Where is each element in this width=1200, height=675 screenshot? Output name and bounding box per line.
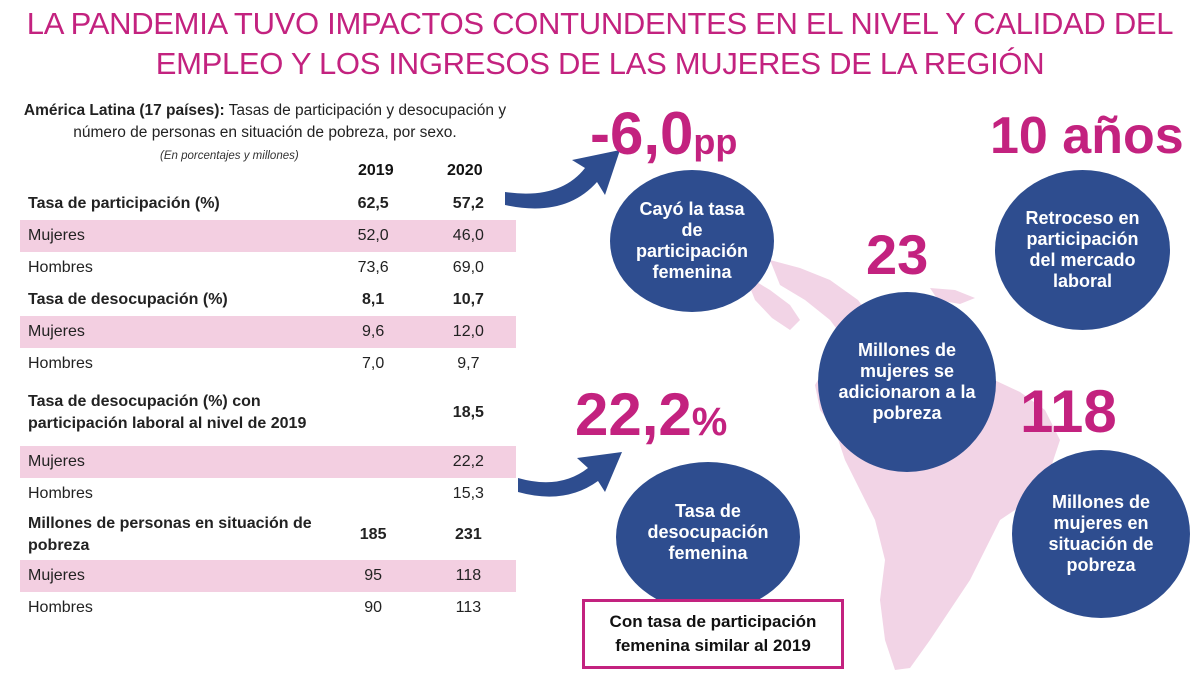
- table-caption-region: América Latina (17 países):: [23, 102, 225, 119]
- value-2019: 52,0: [325, 220, 421, 252]
- table-row: Mujeres 52,0 46,0: [20, 220, 516, 252]
- table-row: Hombres 15,3: [20, 478, 516, 510]
- years-setback-circle: Retroceso en participación del mercado l…: [995, 170, 1170, 330]
- value-2020: 10,7: [452, 291, 484, 308]
- row-label: Hombres: [28, 355, 93, 372]
- row-label: Tasa de participación (%): [28, 195, 220, 212]
- table-row: Millones de personas en situación de pob…: [20, 510, 516, 560]
- table-caption-text: Tasas de participación y desocupación y …: [73, 102, 507, 141]
- row-label: Hombres: [28, 599, 93, 616]
- new-poverty-value: 23: [866, 223, 929, 286]
- row-label: Mujeres: [20, 316, 326, 348]
- value-2019: 73,6: [357, 259, 389, 276]
- arrow-icon: [518, 452, 622, 497]
- table-row: Mujeres 22,2: [20, 446, 516, 478]
- row-label: Mujeres: [20, 220, 326, 252]
- value-2020: 12,0: [420, 316, 516, 348]
- value-2020: 57,2: [452, 195, 484, 212]
- table-row: Mujeres 9,6 12,0: [20, 316, 516, 348]
- title-line-1: LA PANDEMIA TUVO IMPACTOS CONTUNDENTES E…: [26, 6, 1174, 41]
- value-2019: 8,1: [362, 291, 385, 308]
- callout-box: Con tasa de participación femenina simil…: [582, 599, 844, 669]
- value-2019: 9,6: [325, 316, 421, 348]
- table-row: Mujeres 95 118: [20, 560, 516, 592]
- arrow-icon: [505, 150, 620, 209]
- value-2019: 62,5: [357, 195, 389, 212]
- value-2019: 90: [364, 599, 383, 616]
- indicators-table: Tasa de participación (%) 62,5 57,2 Mujeres…: [20, 188, 516, 624]
- row-label: Mujeres: [20, 560, 326, 592]
- unemployment-number: 22,2: [575, 381, 692, 448]
- new-poverty-circle: Millones de mujeres se adicionaron a la …: [818, 292, 996, 472]
- total-poverty-value: 118: [1020, 378, 1117, 445]
- value-2020: 18,5: [452, 404, 484, 421]
- row-label: Mujeres: [20, 446, 326, 478]
- title-line-2: EMPLEO Y LOS INGRESOS DE LAS MUJERES DE …: [155, 46, 1045, 81]
- page-title: LA PANDEMIA TUVO IMPACTOS CONTUNDENTES E…: [0, 4, 1200, 84]
- unemployment-unit: %: [691, 400, 728, 444]
- table-row: Tasa de participación (%) 62,5 57,2: [20, 188, 516, 220]
- value-2019: 185: [359, 526, 387, 543]
- years-setback-value: 10 años: [990, 107, 1184, 165]
- unemployment-circle: Tasa de desocupación femenina: [616, 462, 800, 612]
- total-poverty-circle: Millones de mujeres en situación de pobr…: [1012, 450, 1190, 618]
- column-header-2020: 2020: [447, 162, 483, 179]
- table-row: Tasa de desocupación (%) con participaci…: [20, 380, 516, 446]
- value-2019: [325, 446, 421, 478]
- row-label: Tasa de desocupación (%): [28, 291, 228, 308]
- row-label: Millones de personas en situación de pob…: [28, 515, 312, 554]
- row-label: Hombres: [28, 259, 93, 276]
- table-units-note: (En porcentajes y millones): [160, 150, 299, 162]
- column-header-2019: 2019: [358, 162, 394, 179]
- row-label: Tasa de desocupación (%) con participaci…: [28, 393, 307, 432]
- participation-drop-number: -6,0: [590, 100, 694, 167]
- value-2020: 69,0: [452, 259, 484, 276]
- table-row: Hombres 90 113: [20, 592, 516, 624]
- table-row: Tasa de desocupación (%) 8,1 10,7: [20, 284, 516, 316]
- participation-circle: Cayó la tasa de participación femenina: [610, 170, 774, 312]
- unemployment-value: 22,2%: [575, 383, 727, 454]
- value-2020: 15,3: [452, 485, 484, 502]
- participation-drop-unit: pp: [693, 121, 738, 162]
- value-2020: 118: [420, 560, 516, 592]
- value-2020: 113: [455, 599, 482, 616]
- row-label: Hombres: [28, 485, 93, 502]
- value-2020: 9,7: [457, 355, 480, 372]
- table-caption: América Latina (17 países): Tasas de par…: [20, 100, 510, 144]
- value-2020: 22,2: [420, 446, 516, 478]
- participation-drop-value: -6,0pp: [590, 102, 737, 174]
- table-row: Hombres 73,6 69,0: [20, 252, 516, 284]
- value-2020: 46,0: [420, 220, 516, 252]
- value-2019: 95: [325, 560, 421, 592]
- value-2019: 7,0: [362, 355, 385, 372]
- table-row: Hombres 7,0 9,7: [20, 348, 516, 380]
- value-2020: 231: [455, 526, 482, 543]
